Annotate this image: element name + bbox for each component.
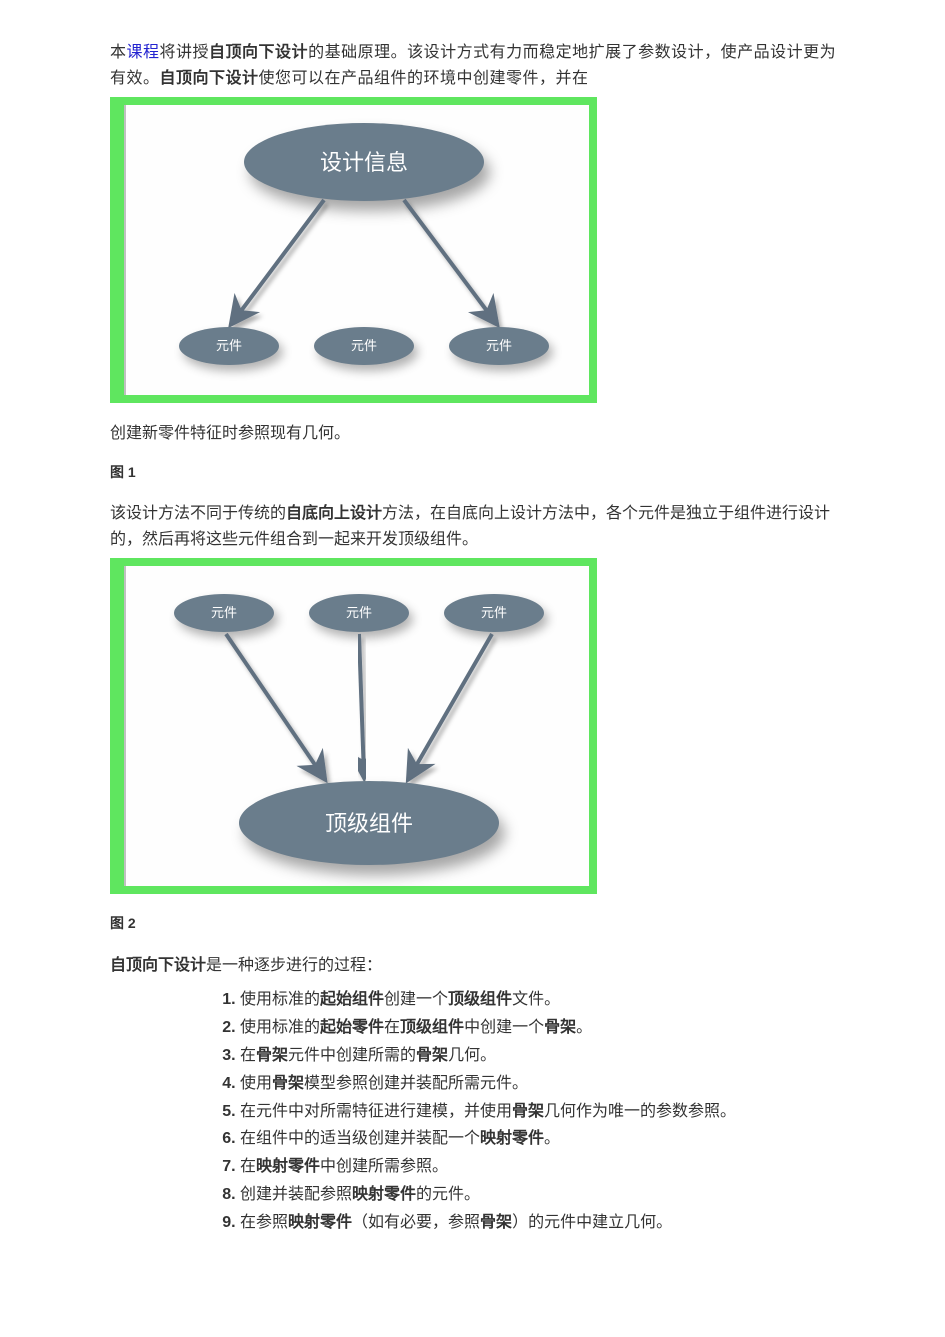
after-d1-text: 创建新零件特征时参照现有几何。 — [110, 421, 845, 447]
s7b0: 映射零件 — [256, 1158, 320, 1175]
intro-bold1: 自顶向下设计 — [209, 44, 308, 61]
s3t0: 在 — [240, 1047, 256, 1064]
d2-child-2: 元件 — [444, 594, 544, 632]
diagram-1: 设计信息 元件 元件 元件 — [110, 97, 597, 403]
s9t2: ）的元件中建立几何。 — [512, 1214, 672, 1231]
s5t0: 在元件中对所需特征进行建模，并使用 — [240, 1103, 512, 1120]
intro-paragraph: 本课程将讲授自顶向下设计的基础原理。该设计方式有力而稳定地扩展了参数设计，使产品… — [110, 40, 845, 91]
s1t2: 文件。 — [512, 991, 560, 1008]
s4t1: 模型参照创建并装配所需元件。 — [304, 1075, 528, 1092]
s2b2: 骨架 — [544, 1019, 576, 1036]
s5b0: 骨架 — [512, 1103, 544, 1120]
d1-root-node: 设计信息 — [244, 123, 484, 201]
course-link[interactable]: 课程 — [127, 44, 160, 61]
s3t1: 元件中创建所需的 — [288, 1047, 416, 1064]
d2-child-1: 元件 — [309, 594, 409, 632]
s2t0: 使用标准的 — [240, 1019, 320, 1036]
step-1: 使用标准的起始组件创建一个顶级组件文件。 — [240, 988, 845, 1013]
d1-child-1: 元件 — [314, 327, 414, 365]
steps-list: 使用标准的起始组件创建一个顶级组件文件。 使用标准的起始零件在顶级组件中创建一个… — [110, 988, 845, 1235]
step-6: 在组件中的适当级创建并装配一个映射零件。 — [240, 1127, 845, 1152]
s4b0: 骨架 — [272, 1075, 304, 1092]
intro-bold2: 自顶向下设计 — [160, 70, 259, 87]
s7t1: 中创建所需参照。 — [320, 1158, 448, 1175]
para-2: 该设计方法不同于传统的自底向上设计方法，在自底向上设计方法中，各个元件是独立于组… — [110, 501, 845, 552]
s5t1: 几何作为唯一的参数参照。 — [544, 1103, 736, 1120]
s7t0: 在 — [240, 1158, 256, 1175]
s4t0: 使用 — [240, 1075, 272, 1092]
step-7: 在映射零件中创建所需参照。 — [240, 1155, 845, 1180]
s2t1: 在 — [384, 1019, 400, 1036]
step-4: 使用骨架模型参照创建并装配所需元件。 — [240, 1072, 845, 1097]
para2-pre: 该设计方法不同于传统的 — [110, 505, 286, 522]
s2t3: 。 — [576, 1019, 592, 1036]
step-9: 在参照映射零件（如有必要，参照骨架）的元件中建立几何。 — [240, 1211, 845, 1236]
s2t2: 中创建一个 — [464, 1019, 544, 1036]
s3b1: 骨架 — [416, 1047, 448, 1064]
d2-root-node: 顶级组件 — [239, 781, 499, 865]
process-intro-post: 是一种逐步进行的过程： — [206, 957, 382, 974]
s2b1: 顶级组件 — [400, 1019, 464, 1036]
s8t0: 创建并装配参照 — [240, 1186, 352, 1203]
s1b1: 顶级组件 — [448, 991, 512, 1008]
step-5: 在元件中对所需特征进行建模，并使用骨架几何作为唯一的参数参照。 — [240, 1100, 845, 1125]
d1-child-2: 元件 — [449, 327, 549, 365]
para2-bold: 自底向上设计 — [286, 505, 382, 522]
s2b0: 起始零件 — [320, 1019, 384, 1036]
intro-mid3: 使您可以在产品组件的环境中创建零件，并在 — [259, 70, 589, 87]
process-intro-bold: 自顶向下设计 — [110, 957, 206, 974]
s8t1: 的元件。 — [416, 1186, 480, 1203]
figure-1-caption: 图 1 — [110, 461, 845, 483]
s1t0: 使用标准的 — [240, 991, 320, 1008]
diagram-2: 元件 元件 元件 顶级组件 — [110, 558, 597, 894]
process-intro: 自顶向下设计是一种逐步进行的过程： — [110, 953, 845, 979]
s6t0: 在组件中的适当级创建并装配一个 — [240, 1130, 480, 1147]
intro-mid1: 将讲授 — [160, 44, 210, 61]
s9t1: （如有必要，参照 — [352, 1214, 480, 1231]
d1-child-0: 元件 — [179, 327, 279, 365]
step-3: 在骨架元件中创建所需的骨架几何。 — [240, 1044, 845, 1069]
s9b1: 骨架 — [480, 1214, 512, 1231]
s6t1: 。 — [544, 1130, 560, 1147]
s1t1: 创建一个 — [384, 991, 448, 1008]
intro-pre: 本 — [110, 44, 127, 61]
step-2: 使用标准的起始零件在顶级组件中创建一个骨架。 — [240, 1016, 845, 1041]
s3b0: 骨架 — [256, 1047, 288, 1064]
d2-child-0: 元件 — [174, 594, 274, 632]
s3t2: 几何。 — [448, 1047, 496, 1064]
s8b0: 映射零件 — [352, 1186, 416, 1203]
s9t0: 在参照 — [240, 1214, 288, 1231]
s6b0: 映射零件 — [480, 1130, 544, 1147]
s9b0: 映射零件 — [288, 1214, 352, 1231]
figure-2-caption: 图 2 — [110, 912, 845, 934]
s1b0: 起始组件 — [320, 991, 384, 1008]
step-8: 创建并装配参照映射零件的元件。 — [240, 1183, 845, 1208]
